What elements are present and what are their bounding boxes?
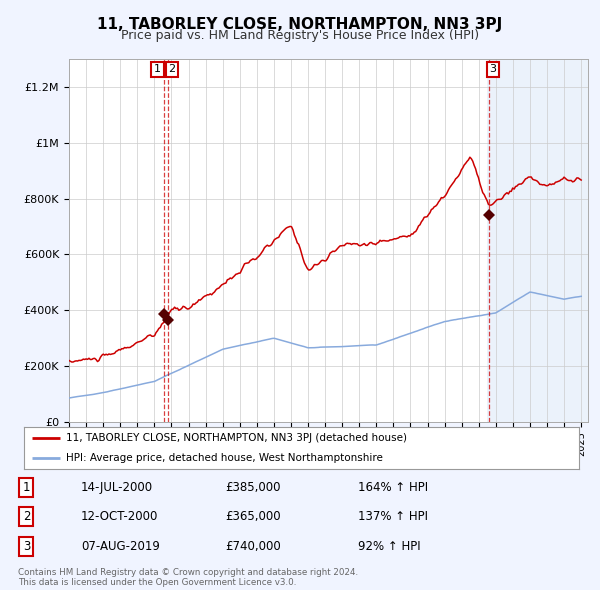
Text: 2: 2 [169,64,176,74]
Text: 11, TABORLEY CLOSE, NORTHAMPTON, NN3 3PJ: 11, TABORLEY CLOSE, NORTHAMPTON, NN3 3PJ [97,17,503,31]
Text: 164% ↑ HPI: 164% ↑ HPI [358,481,428,494]
Text: 07-AUG-2019: 07-AUG-2019 [81,540,160,553]
Text: 1: 1 [154,64,161,74]
Text: £385,000: £385,000 [225,481,281,494]
Text: 11, TABORLEY CLOSE, NORTHAMPTON, NN3 3PJ (detached house): 11, TABORLEY CLOSE, NORTHAMPTON, NN3 3PJ… [65,432,407,442]
Text: 3: 3 [490,64,497,74]
Bar [487,59,590,422]
Text: 3: 3 [23,540,30,553]
Text: 14-JUL-2000: 14-JUL-2000 [81,481,153,494]
Text: 2: 2 [23,510,30,523]
Text: HPI: Average price, detached house, West Northamptonshire: HPI: Average price, detached house, West… [65,453,383,463]
Text: 12-OCT-2000: 12-OCT-2000 [81,510,158,523]
Text: 92% ↑ HPI: 92% ↑ HPI [358,540,420,553]
Text: 1: 1 [23,481,30,494]
Text: Price paid vs. HM Land Registry's House Price Index (HPI): Price paid vs. HM Land Registry's House … [121,30,479,42]
Text: £740,000: £740,000 [225,540,281,553]
Text: £365,000: £365,000 [225,510,281,523]
Text: 137% ↑ HPI: 137% ↑ HPI [358,510,428,523]
Text: Contains HM Land Registry data © Crown copyright and database right 2024.
This d: Contains HM Land Registry data © Crown c… [18,568,358,587]
